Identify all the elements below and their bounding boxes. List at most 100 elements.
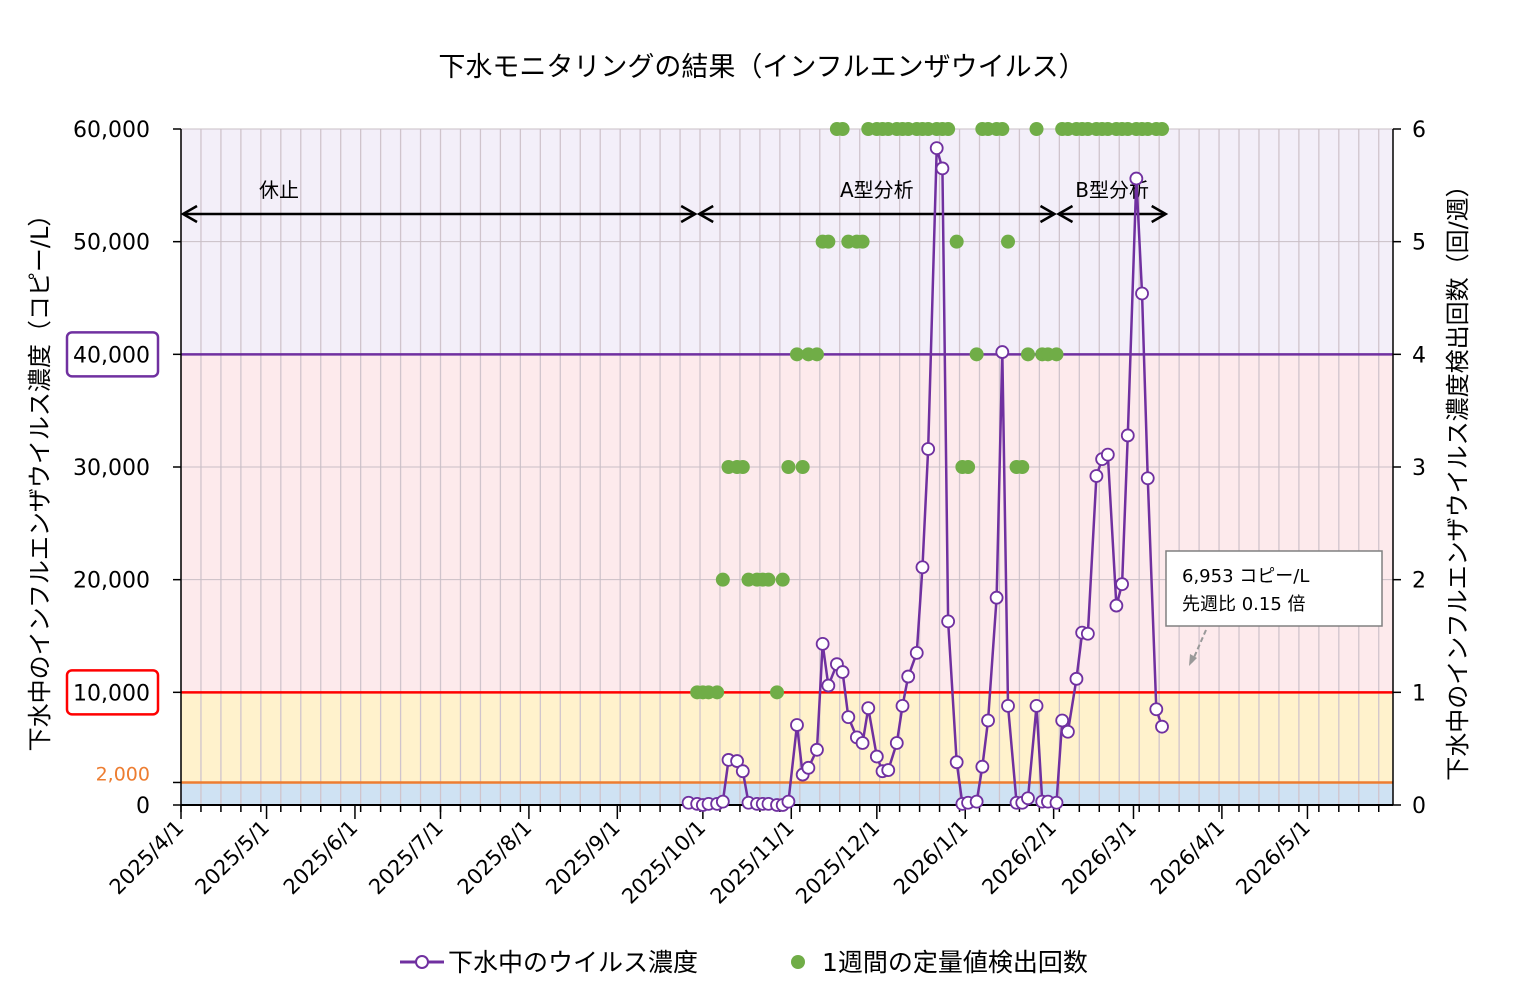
annotation-pointer (1191, 629, 1207, 663)
concentration-point (941, 614, 956, 629)
band (181, 354, 1393, 693)
count-point (715, 572, 730, 587)
count-point (1015, 460, 1030, 474)
annotation: 6,953 コピー/L 先週比 0.15 倍 (1165, 550, 1383, 666)
x-tick-label: 2025/12/1 (791, 816, 884, 909)
y-tick-label: 50,000 (73, 231, 150, 256)
x-tick-label: 2025/11/1 (706, 816, 799, 909)
y-tick-highlight-box (65, 331, 160, 378)
x-tick-label: 2025/9/1 (541, 816, 625, 900)
count-point (855, 234, 870, 249)
count-point (770, 685, 785, 700)
y2-tick-label: 6 (1412, 118, 1426, 143)
period-label: 休止 (259, 178, 299, 202)
y2-tick-label: 0 (1412, 794, 1426, 819)
arrow-head-right (680, 204, 698, 224)
concentration-point (841, 710, 856, 725)
x-tick-label: 2026/4/1 (1146, 816, 1230, 900)
count-point (1001, 234, 1016, 249)
concentration-point (1100, 447, 1115, 462)
x-tick-label: 2026/3/1 (1057, 816, 1141, 900)
annotation-line1: 6,953 コピー/L (1182, 566, 1309, 587)
count-point (1155, 122, 1170, 136)
concentration-point (835, 665, 850, 679)
concentration-point (929, 141, 944, 156)
x-tick-label: 2025/10/1 (617, 816, 710, 909)
concentration-point (1089, 469, 1104, 483)
x-tick-label: 2026/1/1 (889, 816, 973, 900)
concentration-point (935, 161, 950, 176)
concentration-point (730, 754, 744, 768)
y-tick-label: 60,000 (73, 118, 150, 143)
concentration-point (909, 646, 924, 660)
threshold-lines (181, 353, 1393, 784)
concentration-point (915, 560, 930, 575)
x-tick-label: 2026/2/1 (978, 816, 1062, 900)
concentration-point (1055, 713, 1070, 728)
y2-tick-label: 4 (1412, 343, 1426, 368)
x-tick-label: 2025/4/1 (105, 816, 189, 900)
concentration-point (895, 698, 910, 713)
band (181, 782, 1393, 805)
series-concentration (681, 141, 1169, 812)
concentration-point (781, 794, 796, 809)
concentration-point (949, 755, 964, 770)
concentration-point (1069, 671, 1084, 686)
count-point (1049, 347, 1064, 362)
count-point (775, 572, 790, 587)
legend-marker-concentration (415, 955, 429, 969)
count-point (961, 460, 976, 474)
concentration-point (1129, 171, 1144, 186)
y-axis-label: 下水中のインフルエンザウイルス濃度（コピー/L） (26, 203, 54, 752)
concentration-point (1155, 719, 1169, 734)
concentration-point (921, 442, 936, 456)
concentration-point (1109, 598, 1124, 613)
count-point (809, 347, 824, 362)
annotation-pointer-head (1189, 654, 1197, 666)
period-label: A型分析 (840, 178, 914, 202)
concentration-point (735, 764, 750, 779)
concentration-point (1080, 626, 1095, 641)
concentration-point (821, 678, 836, 693)
count-point (710, 685, 725, 700)
count-point (1029, 122, 1044, 136)
count-point (789, 347, 804, 362)
legend-label-count: 1週間の定量値検出回数 (822, 948, 1088, 977)
concentration-point (861, 701, 876, 716)
x-tick-label: 2026/5/1 (1231, 816, 1315, 900)
x-tick-label: 2025/7/1 (364, 816, 448, 900)
concentration-point (989, 590, 1004, 605)
count-point (795, 460, 810, 474)
y-tick-label: 0 (136, 794, 150, 819)
x-tick-label: 2025/6/1 (279, 816, 363, 900)
arrow-head-left (180, 204, 198, 224)
concentration-point (869, 749, 884, 764)
y-tick-label: 2,000 (96, 763, 150, 785)
annotation-box (1165, 550, 1383, 627)
y-tick-label: 30,000 (73, 456, 150, 481)
y2-tick-label: 1 (1412, 681, 1426, 706)
count-point (949, 234, 964, 249)
concentration-point (969, 794, 984, 809)
concentration-point (1001, 698, 1015, 713)
concentration-point (1029, 698, 1044, 713)
concentration-point (855, 736, 870, 750)
y2-tick-label: 3 (1412, 456, 1426, 481)
count-point (969, 347, 984, 362)
concentration-point (1049, 795, 1064, 810)
y-tick-label: 10,000 (73, 681, 150, 706)
y-tick-label: 20,000 (73, 569, 150, 594)
count-point (941, 122, 956, 136)
count-point (761, 572, 776, 587)
concentration-point (995, 345, 1010, 359)
y-tick-highlight-box (65, 669, 160, 716)
arrow-head-left (1055, 204, 1074, 224)
arrow-head-right (1151, 204, 1169, 224)
concentration-point (889, 736, 904, 750)
count-point (835, 122, 850, 136)
concentration-point (790, 718, 804, 732)
concentration-point (801, 760, 816, 775)
concentration-point (1115, 577, 1129, 592)
concentration-point (1140, 471, 1155, 486)
concentration-point (1060, 724, 1075, 739)
